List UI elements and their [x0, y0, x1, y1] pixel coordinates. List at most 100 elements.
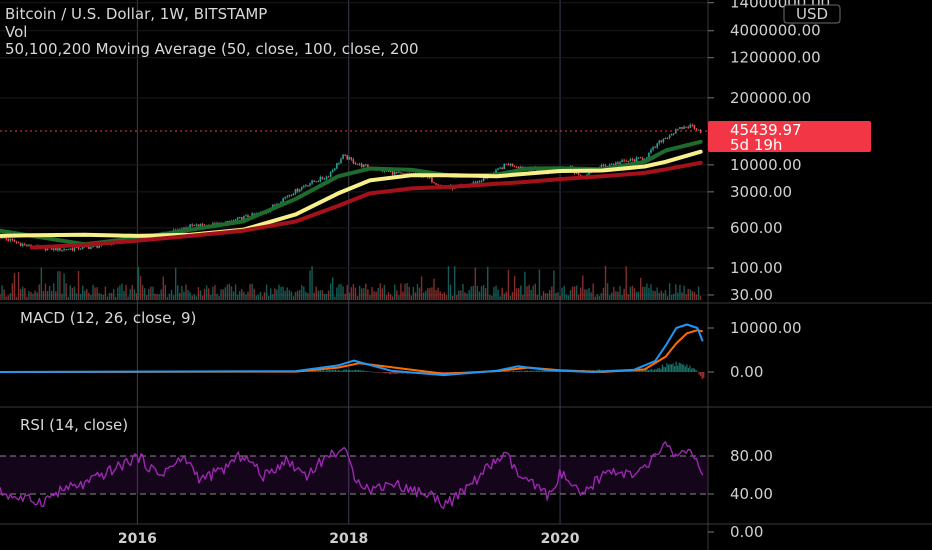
macd-histogram-bar [439, 372, 441, 373]
volume-bar [267, 295, 270, 300]
candle-body [681, 127, 683, 129]
currency-badge[interactable] [783, 4, 841, 24]
volume-bar [193, 294, 195, 300]
candle-body [321, 177, 324, 179]
candle-body [429, 177, 431, 179]
volume-bar [350, 287, 353, 300]
volume-bar [472, 285, 474, 300]
candle-body [245, 215, 247, 217]
volume-bar [414, 292, 417, 300]
volume-bar [691, 291, 694, 300]
volume-bar [664, 290, 667, 300]
candle-body [677, 128, 679, 130]
candle-body [400, 172, 402, 174]
volume-bar [559, 295, 561, 300]
macd-histogram-bar [525, 370, 527, 372]
volume-bar [590, 292, 592, 300]
candle-body [77, 246, 80, 250]
volume-bar [499, 296, 501, 300]
macd-histogram-bar [686, 364, 688, 372]
macd-tick-label: 0.00 [730, 363, 763, 381]
volume-bar [44, 283, 47, 300]
volume-bar [563, 285, 565, 300]
volume-bar [28, 291, 30, 300]
macd-histogram-bar [385, 372, 387, 374]
macd-histogram-bar [322, 369, 324, 372]
volume-bar [646, 283, 648, 300]
candle-body [515, 166, 518, 168]
volume-bar [441, 294, 443, 300]
price-pane[interactable] [0, 123, 708, 300]
candle-body [300, 186, 303, 190]
volume-bar [208, 288, 210, 300]
volume-bar [115, 296, 117, 300]
candle-body [497, 168, 499, 170]
candle-body [79, 248, 82, 250]
volume-bar [234, 284, 237, 300]
volume-bar [611, 292, 613, 300]
rsi-pane[interactable] [0, 441, 708, 509]
volume-bar [503, 293, 505, 300]
candle-body [499, 167, 501, 169]
volume-bar [162, 276, 164, 300]
volume-bar [57, 271, 59, 300]
volume-bar [431, 287, 433, 300]
candle-body [90, 246, 92, 249]
candle-body [232, 220, 235, 222]
candle-body [13, 240, 16, 242]
rsi-tick-label: 0.00 [730, 523, 763, 541]
macd-histogram-bar [341, 370, 343, 372]
volume-bar [336, 287, 338, 300]
volume-bar [673, 293, 675, 300]
macd-histogram-bar [660, 368, 662, 372]
candle-body [57, 247, 59, 251]
candle-body [639, 157, 642, 159]
volume-bar [205, 285, 208, 300]
candle-body [507, 164, 510, 166]
macd-histogram-bar [680, 363, 682, 372]
candle-body [600, 165, 603, 168]
volume-bar [59, 271, 61, 300]
volume-bar [675, 284, 677, 300]
volume-bar [125, 284, 127, 300]
candle-body [646, 157, 648, 160]
time-axis[interactable]: 2016 2018 2020 [118, 531, 580, 547]
volume-bar [644, 286, 646, 300]
time-tick-label: 2018 [329, 531, 368, 547]
last-price-badge [708, 121, 871, 152]
price-axis[interactable]: 14000000.00 4000000.00 1200000.00 200000.00… [708, 0, 830, 304]
macd-histogram-bar [393, 372, 395, 375]
volume-bar [536, 294, 539, 300]
macd-histogram-bar [545, 370, 547, 372]
macd-histogram-bar [345, 369, 347, 372]
price-tick-label: 30.00 [730, 286, 773, 304]
macd-histogram-bar [663, 366, 665, 372]
candle-body [19, 243, 22, 246]
candle-body [288, 195, 291, 197]
volume-bar [301, 285, 303, 300]
candle-body [389, 171, 392, 172]
last-price-label: 45439.97 [730, 121, 802, 139]
price-tick-label: 600.00 [730, 219, 783, 237]
volume-bar [311, 266, 313, 300]
volume-bar [98, 293, 100, 300]
candle-body [292, 193, 295, 196]
volume-bar [367, 289, 369, 300]
candle-body [358, 163, 361, 165]
macd-histogram-bar [674, 366, 676, 372]
macd-pane[interactable] [0, 323, 705, 380]
volume-bar [272, 294, 274, 300]
rsi-axis: 80.00 40.00 0.00 [708, 447, 773, 541]
macd-histogram-bar [701, 372, 703, 380]
volume-bar [195, 296, 198, 300]
volume-bar [183, 291, 185, 300]
volume-bar [278, 284, 280, 300]
macd-histogram-bar [655, 369, 657, 372]
macd-histogram-bar [697, 371, 699, 373]
candle-body [65, 249, 67, 250]
volume-bar [185, 284, 187, 300]
volume-bar [460, 290, 462, 300]
candle-body [391, 171, 394, 175]
candle-body [633, 159, 636, 162]
macd-histogram-bar [376, 372, 378, 373]
